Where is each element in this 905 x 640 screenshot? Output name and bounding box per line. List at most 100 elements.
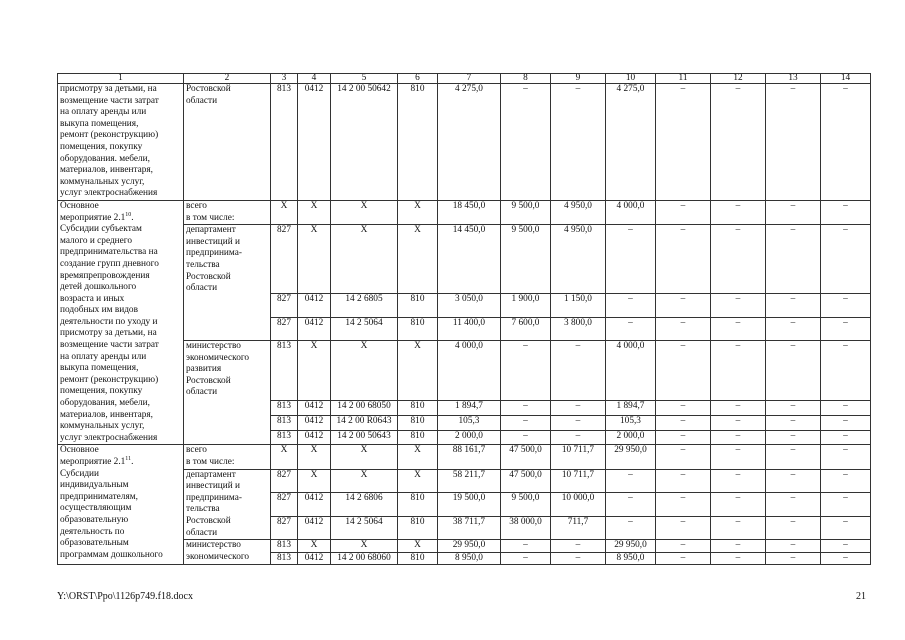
value-cell: 14 2 00 68050	[330, 400, 398, 416]
value-cell: 827	[270, 224, 298, 295]
value-cell: 1 894,7	[437, 400, 501, 416]
value-cell: 14 2 5064	[330, 316, 398, 342]
value-cell: –	[765, 429, 821, 446]
value-cell: X	[330, 224, 398, 295]
value-cell: 0412	[297, 551, 331, 566]
value-cell: X	[397, 224, 438, 295]
value-cell: 827	[270, 468, 298, 494]
value-cell: –	[550, 340, 606, 402]
table-row: присмотру за детьми, на возмещение части…	[57, 83, 871, 201]
value-cell: –	[605, 515, 656, 541]
value-cell: 4 275,0	[605, 83, 656, 201]
value-cell: –	[765, 539, 821, 553]
value-cell: –	[655, 515, 711, 541]
column-number-header: 1	[57, 73, 184, 84]
column-number-header: 5	[330, 73, 398, 84]
value-cell: 105,3	[605, 414, 656, 431]
table-row: Основное мероприятие 2.111. Субсидии инд…	[57, 444, 871, 566]
column-number-header: 2	[183, 73, 271, 84]
value-cell: 1 150,0	[550, 293, 606, 318]
value-cell: 10 711,7	[550, 468, 606, 494]
table-row: 813 0412 14 2 00 68060 810 8 950,0– –8 950,0–…	[58, 551, 871, 566]
value-cell: –	[550, 83, 606, 201]
footer-file-path: Y:\ORST\Ppo\1126p749.f18.docx	[57, 591, 193, 602]
value-cell: 14 2 00 50643	[330, 429, 398, 446]
value-cell: –	[820, 199, 871, 226]
value-cell: –	[655, 551, 711, 566]
value-cell: 813	[270, 340, 298, 402]
table-row: министерство экономического 813 X X X 29 950,…	[58, 539, 871, 566]
value-cell: 810	[397, 429, 438, 446]
value-cell: –	[765, 199, 821, 226]
value-cell: 1 894,7	[605, 400, 656, 416]
activity-description: присмотру за детьми, на возмещение части…	[57, 83, 184, 201]
value-cell: X	[330, 340, 398, 402]
column-number-header: 8	[500, 73, 551, 84]
value-cell: 105,3	[437, 414, 501, 431]
value-cell: –	[550, 551, 606, 566]
value-cell: –	[500, 539, 551, 553]
column-number-header: 13	[765, 73, 821, 84]
executor-cell: всего в том числе:	[183, 444, 271, 470]
description-text: присмотру за детьми, на возмещение части…	[60, 84, 159, 199]
value-cell: –	[820, 414, 871, 431]
table-row: Основное мероприятие 2.110. Субсидии суб…	[57, 199, 871, 446]
value-cell: 58 211,7	[437, 468, 501, 494]
value-cell: X	[397, 199, 438, 226]
table-row: департамент инвестиций и предпринима- те…	[58, 224, 871, 342]
table-row: 827 0412 14 2 5064 810 38 711,7 38 000,0 711,7…	[58, 515, 871, 541]
executor-cell: всего в том числе:	[183, 199, 271, 226]
description-text: . Субсидии субъектам малого и среднего п…	[60, 212, 159, 443]
value-cell: –	[765, 400, 821, 416]
value-cell: 810	[397, 400, 438, 416]
value-cell: 3 050,0	[437, 293, 501, 318]
value-cell: 9 500,0	[500, 199, 551, 226]
value-cell: –	[820, 515, 871, 541]
value-cell: 2 000,0	[605, 429, 656, 446]
value-cell: –	[765, 515, 821, 541]
value-cell: –	[710, 551, 766, 566]
value-cell: X	[330, 539, 398, 553]
value-cell: 18 450,0	[437, 199, 501, 226]
value-cell: –	[710, 199, 766, 226]
footnote-marker: 11	[125, 455, 132, 462]
value-cell: X	[297, 224, 331, 295]
description-text: Основное мероприятие 2.1	[60, 445, 126, 467]
value-cell: 14 2 00 68060	[330, 551, 398, 566]
value-cell: –	[655, 293, 711, 318]
value-cell: 3 800,0	[550, 316, 606, 342]
value-cell: –	[820, 293, 871, 318]
value-cell: 4 950,0	[550, 199, 606, 226]
executor-cell: департамент инвестиций и предпринима- те…	[183, 224, 271, 342]
value-cell: –	[500, 340, 551, 402]
value-cell: –	[710, 515, 766, 541]
column-number-header: 3	[270, 73, 298, 84]
value-cell: –	[820, 340, 871, 402]
value-cell: 4 950,0	[550, 224, 606, 295]
description-text: . Субсидии индивидуальным предпринимател…	[60, 457, 163, 560]
value-cell: X	[297, 444, 331, 470]
value-cell: –	[655, 444, 711, 470]
value-cell: 14 2 00 R0643	[330, 414, 398, 431]
value-cell: 29 950,0	[605, 539, 656, 553]
value-cell: 4 275,0	[437, 83, 501, 201]
value-cell: 14 2 5064	[330, 515, 398, 541]
column-number-header: 11	[655, 73, 711, 84]
executor-cell: Ростовской области	[183, 83, 271, 201]
value-cell: –	[710, 444, 766, 470]
value-cell: –	[765, 492, 821, 517]
value-cell: –	[710, 492, 766, 517]
value-cell: 0412	[297, 429, 331, 446]
value-cell: 8 950,0	[605, 551, 656, 566]
value-cell: 810	[397, 293, 438, 318]
value-cell: 810	[397, 492, 438, 517]
value-cell: –	[765, 340, 821, 402]
value-cell: –	[550, 539, 606, 553]
value-cell: X	[397, 468, 438, 494]
value-cell: 7 600,0	[500, 316, 551, 342]
value-cell: X	[397, 539, 438, 553]
table-row: 827 0412 14 2 5064 810 11 400,0 7 600,0 3 800,…	[58, 316, 871, 342]
value-cell: –	[765, 83, 821, 201]
table-row: 827 0412 14 2 6805 810 3 050,0 1 900,0 1 150,0…	[58, 293, 871, 318]
value-cell: –	[550, 429, 606, 446]
